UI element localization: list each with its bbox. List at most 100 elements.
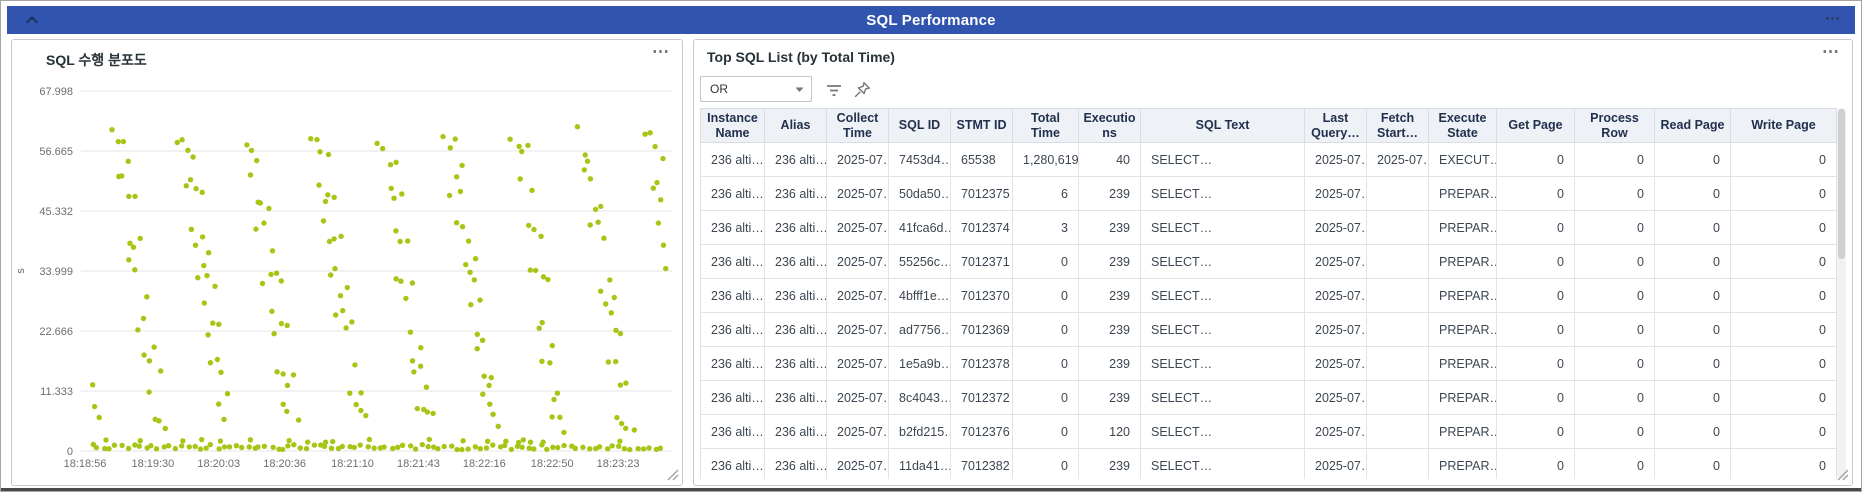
data-point: [325, 192, 331, 198]
cell: 0: [1496, 312, 1575, 347]
table-row[interactable]: 236 alti…236 alti…2025-07…1e5a9b…7012378…: [700, 346, 1837, 381]
cell: 236 alti…: [764, 244, 827, 279]
page-title: SQL Performance: [866, 11, 996, 29]
table-row[interactable]: 236 alti…236 alti…2025-07…55256c…7012371…: [700, 244, 1837, 279]
table-row[interactable]: 236 alti…236 alti…2025-07…8c4043…7012372…: [700, 380, 1837, 415]
cell: 0: [1574, 142, 1655, 177]
data-point: [460, 438, 466, 444]
data-point: [621, 446, 628, 452]
column-header-read-page[interactable]: Read Page: [1654, 108, 1731, 143]
data-point: [248, 147, 255, 154]
data-point: [316, 182, 322, 188]
data-point: [467, 269, 473, 275]
column-header-total-time[interactable]: Total Time: [1012, 108, 1079, 143]
column-header-sql-id[interactable]: SQL ID: [888, 108, 951, 143]
data-point: [608, 310, 614, 316]
data-point: [193, 186, 199, 192]
column-header-alias[interactable]: Alias: [764, 108, 827, 143]
data-point: [549, 414, 555, 420]
filter-operator-select[interactable]: OR: [700, 76, 812, 102]
data-point: [485, 438, 491, 444]
column-header-get-page[interactable]: Get Page: [1496, 108, 1575, 143]
data-point: [218, 369, 224, 375]
data-point: [390, 445, 396, 452]
data-point: [135, 327, 141, 333]
cell: 55256c…: [888, 244, 951, 279]
column-header-fetch-start[interactable]: Fetch Start…: [1366, 108, 1429, 143]
pin-icon[interactable]: [852, 80, 872, 100]
cell: 0: [1496, 380, 1575, 415]
table-vertical-scrollbar[interactable]: [1837, 108, 1846, 479]
data-point: [179, 443, 185, 449]
cell: 3: [1012, 210, 1079, 245]
data-point: [259, 280, 266, 287]
cell: 236 alti…: [764, 210, 827, 245]
column-header-last-query[interactable]: Last Query…: [1304, 108, 1367, 143]
data-point: [623, 425, 629, 432]
cell: 236 alti…: [764, 346, 827, 381]
column-header-sql-text[interactable]: SQL Text: [1140, 108, 1305, 143]
cell: 2025-07…: [1304, 176, 1367, 211]
window-bottom-edge: [1, 488, 1861, 491]
x-tick-label: 18:22:50: [531, 458, 574, 470]
chart-more-menu-icon[interactable]: ⋯: [652, 42, 670, 61]
data-point: [581, 167, 587, 173]
column-header-execute-state[interactable]: Execute State: [1428, 108, 1497, 143]
data-point: [414, 405, 420, 412]
data-point: [417, 363, 424, 369]
data-point: [91, 403, 98, 410]
data-point: [459, 162, 465, 169]
column-header-write-page[interactable]: Write Page: [1730, 108, 1837, 143]
y-tick-label: 33.999: [39, 266, 73, 278]
cell: 2025-07…: [826, 414, 889, 449]
data-point: [547, 360, 553, 366]
data-point: [471, 277, 477, 283]
table-row[interactable]: 236 alti…236 alti…2025-07…b2fd215…701237…: [700, 414, 1837, 449]
data-point: [126, 193, 132, 200]
chevron-up-icon[interactable]: [25, 14, 39, 26]
data-point: [255, 444, 261, 450]
titlebar-more-menu-icon[interactable]: ⋯: [1825, 10, 1841, 27]
table-more-menu-icon[interactable]: ⋯: [1822, 42, 1840, 61]
table-row[interactable]: 236 alti…236 alti…2025-07…41fca6d…701237…: [700, 210, 1837, 245]
cell: SELECT…: [1140, 142, 1305, 177]
cell: 0: [1496, 176, 1575, 211]
cell: 0: [1496, 346, 1575, 381]
table-row[interactable]: 236 alti…236 alti…2025-07…50da50…7012375…: [700, 176, 1837, 211]
cell: 1e5a9b…: [888, 346, 951, 381]
data-point: [497, 444, 504, 450]
column-header-executions[interactable]: Executions: [1078, 108, 1141, 143]
cell: PREPAR…: [1428, 210, 1497, 245]
data-point: [352, 362, 358, 368]
caret-down-icon: [795, 87, 804, 92]
panel-resize-handle-icon[interactable]: [667, 469, 679, 481]
data-point: [490, 442, 496, 448]
column-header-process-row[interactable]: Process Row: [1574, 108, 1655, 143]
data-point: [153, 446, 160, 452]
data-point: [555, 444, 561, 451]
column-header-stmt-id[interactable]: STMT ID: [950, 108, 1013, 143]
cell: 0: [1574, 414, 1655, 449]
data-point: [137, 235, 143, 242]
data-point: [337, 293, 344, 299]
cell: 239: [1078, 346, 1141, 381]
sql-distribution-chart[interactable]: 0 11.333 22.666 33.999 45.332 56.665 67.998 18:…: [12, 40, 682, 485]
data-point: [592, 206, 599, 213]
table-row[interactable]: 236 alti…236 alti…2025-07…7453d4…655381,…: [700, 142, 1837, 177]
panel-resize-handle-icon[interactable]: [1837, 469, 1849, 481]
filter-icon[interactable]: [824, 80, 844, 100]
cell: [1366, 448, 1429, 479]
cell: 0: [1654, 176, 1731, 211]
data-point: [146, 358, 153, 364]
table-row[interactable]: 236 alti…236 alti…2025-07…11da41…7012382…: [700, 448, 1837, 479]
data-point: [358, 390, 364, 396]
table-row[interactable]: 236 alti…236 alti…2025-07…4bfff1e…701237…: [700, 278, 1837, 313]
data-point: [646, 445, 652, 451]
data-point: [226, 444, 233, 450]
column-header-instance-name[interactable]: Instance Name: [700, 108, 765, 143]
scrollbar-thumb[interactable]: [1838, 109, 1845, 259]
column-header-collect-time[interactable]: Collect Time: [826, 108, 889, 143]
table-row[interactable]: 236 alti…236 alti…2025-07…ad7756…7012369…: [700, 312, 1837, 347]
data-point: [103, 437, 109, 443]
